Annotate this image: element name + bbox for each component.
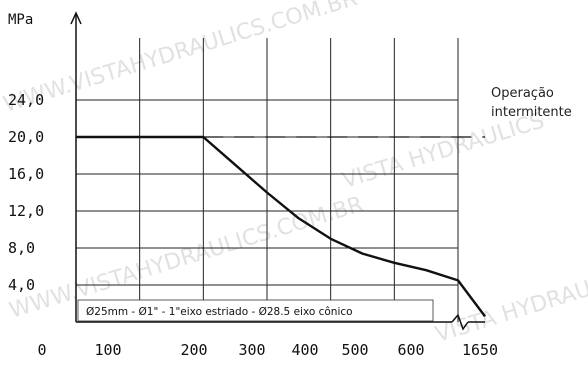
y-tick-label: 16,0 — [8, 165, 44, 183]
x-tick-label: 400 — [291, 341, 318, 359]
y-unit-label: MPa — [8, 12, 33, 28]
y-tick-label: 4,0 — [8, 276, 35, 294]
x-tick-label: 200 — [180, 341, 207, 359]
y-tick-label: 8,0 — [8, 239, 35, 257]
watermark-text: VISTA HYDRAULICS — [432, 262, 588, 347]
y-axis-arrow — [70, 11, 82, 25]
x-tick-label: 600 — [397, 341, 424, 359]
x-tick-label: 500 — [341, 341, 368, 359]
axes — [70, 11, 485, 331]
x-axis-break-mark — [451, 313, 469, 331]
annotation-intermittent-line2: intermitente — [491, 105, 572, 120]
x-tick-label: 300 — [238, 341, 265, 359]
y-tick-label: 20,0 — [8, 128, 44, 146]
watermark-text: VISTA HYDRAULICS — [339, 108, 547, 193]
series-layer — [76, 135, 486, 318]
series-line-solid — [76, 135, 486, 318]
x-tick-label: 100 — [94, 341, 121, 359]
annotation-intermittent-line1: Operação — [491, 86, 554, 101]
x-tick-label: 1650 — [462, 341, 498, 359]
caption-text: Ø25mm - Ø1" - 1"eixo estriado - Ø28.5 ei… — [86, 306, 353, 318]
tick-labels: 4,0 8,0 12,0 16,0 20,0 24,0 0 100 200 300 400 500 60… — [8, 12, 498, 359]
y-tick-label: 12,0 — [8, 202, 44, 220]
caption-box — [77, 299, 434, 322]
annotations: Operação intermitente Ø25mm - Ø1" - 1"eixo… — [77, 86, 572, 322]
y-tick-label: 24,0 — [8, 91, 44, 109]
x-tick-label: 0 — [37, 341, 46, 359]
